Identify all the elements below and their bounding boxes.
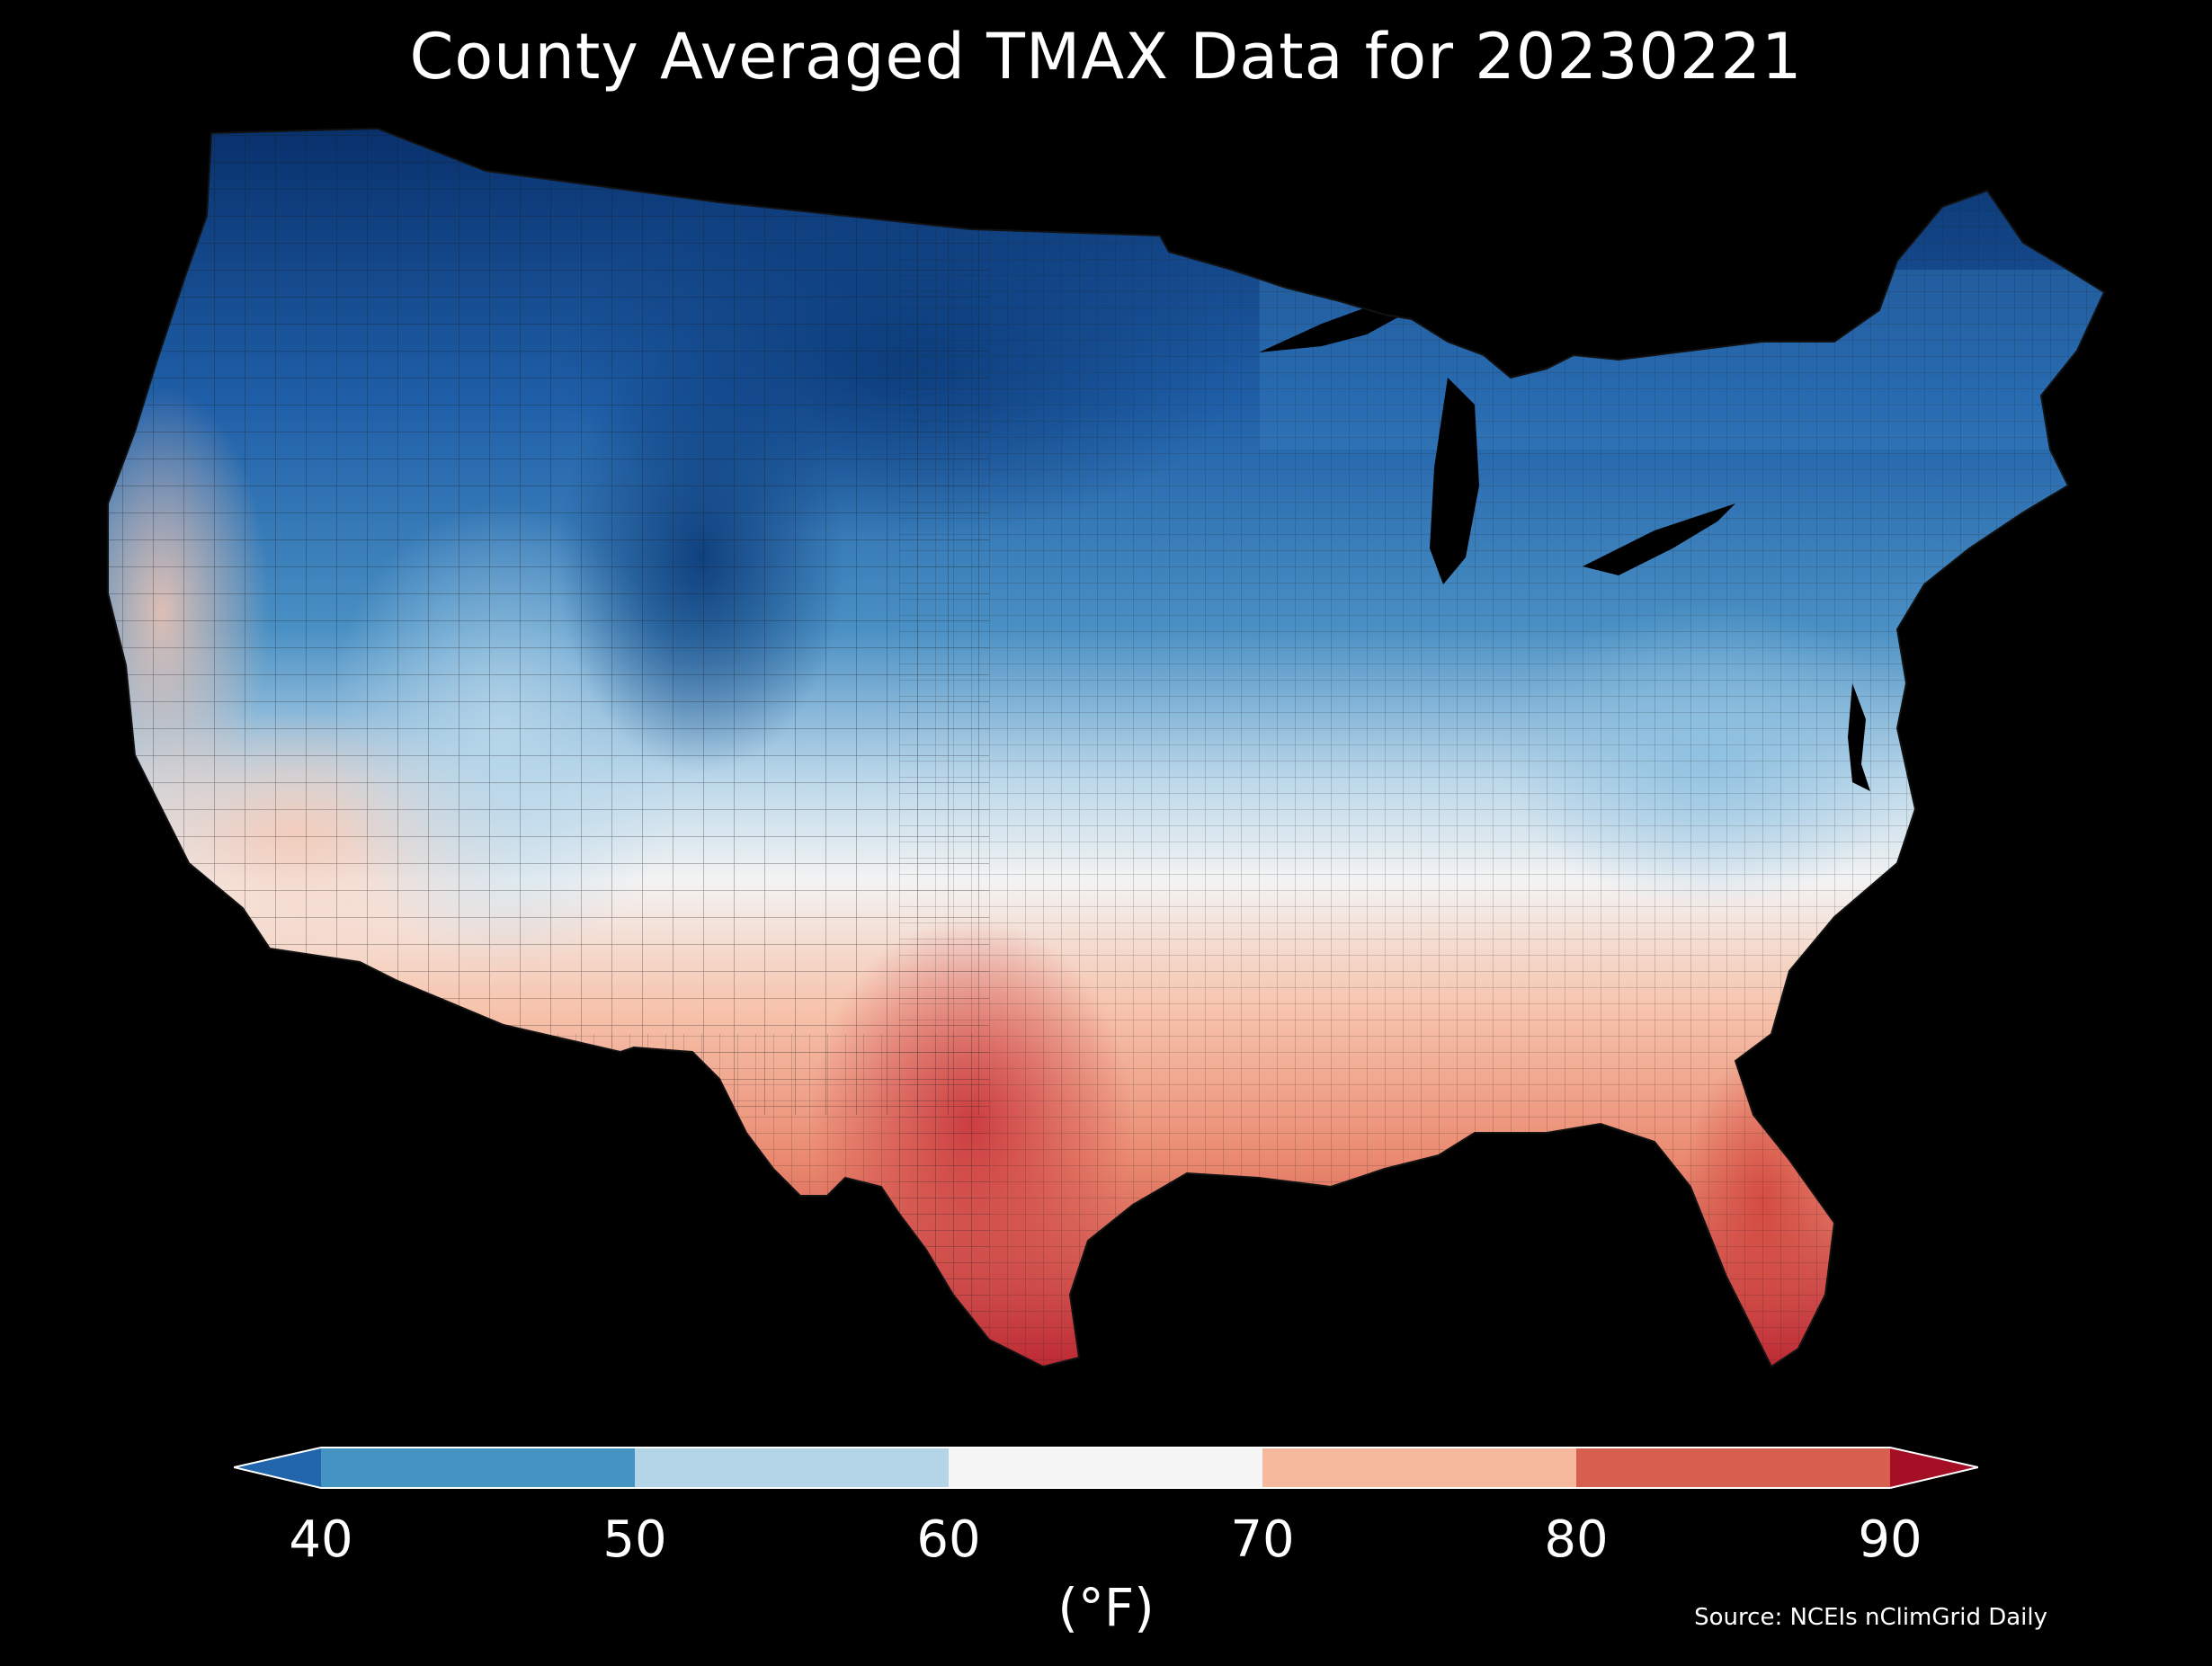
colorbar-bin-80-90 xyxy=(1576,1448,1890,1488)
colorbar xyxy=(234,1447,1978,1489)
conus-outline xyxy=(107,127,2106,1368)
map-title: County Averaged TMAX Data for 20230221 xyxy=(409,20,1803,94)
temperature-field xyxy=(108,129,2104,1367)
colorbar-bin-60-70 xyxy=(949,1448,1262,1488)
colorbar-tick-label: 80 xyxy=(1544,1510,1609,1569)
chesapeake-bay xyxy=(1848,683,1870,791)
colorbar-tick-label: 90 xyxy=(1858,1510,1922,1569)
colorbar-extend-high xyxy=(1890,1448,1978,1488)
colorbar-unit-label: (°F) xyxy=(1057,1577,1155,1638)
colorbar-extend-low xyxy=(234,1448,321,1488)
lake-michigan xyxy=(1430,378,1479,584)
colorbar-bin-40-50 xyxy=(321,1448,635,1488)
map-svg xyxy=(107,127,2106,1368)
lake-erie-ontario xyxy=(1583,503,1735,575)
colorbar-outline xyxy=(234,1447,1978,1489)
colorbar-tick-label: 50 xyxy=(602,1510,667,1569)
colorbar-tick-label: 70 xyxy=(1230,1510,1295,1569)
source-credit: Source: NCEIs nClimGrid Daily xyxy=(1694,1604,2047,1631)
conus-county-map xyxy=(0,117,2212,1394)
colorbar-bin-50-60 xyxy=(635,1448,949,1488)
lake-superior xyxy=(1259,304,1403,352)
colorbar-tick-label: 40 xyxy=(289,1510,353,1569)
colorbar-tick-label: 60 xyxy=(916,1510,981,1569)
colorbar-bin-70-80 xyxy=(1262,1448,1576,1488)
